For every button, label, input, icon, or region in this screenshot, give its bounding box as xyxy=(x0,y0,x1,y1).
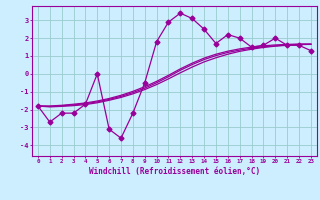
X-axis label: Windchill (Refroidissement éolien,°C): Windchill (Refroidissement éolien,°C) xyxy=(89,167,260,176)
